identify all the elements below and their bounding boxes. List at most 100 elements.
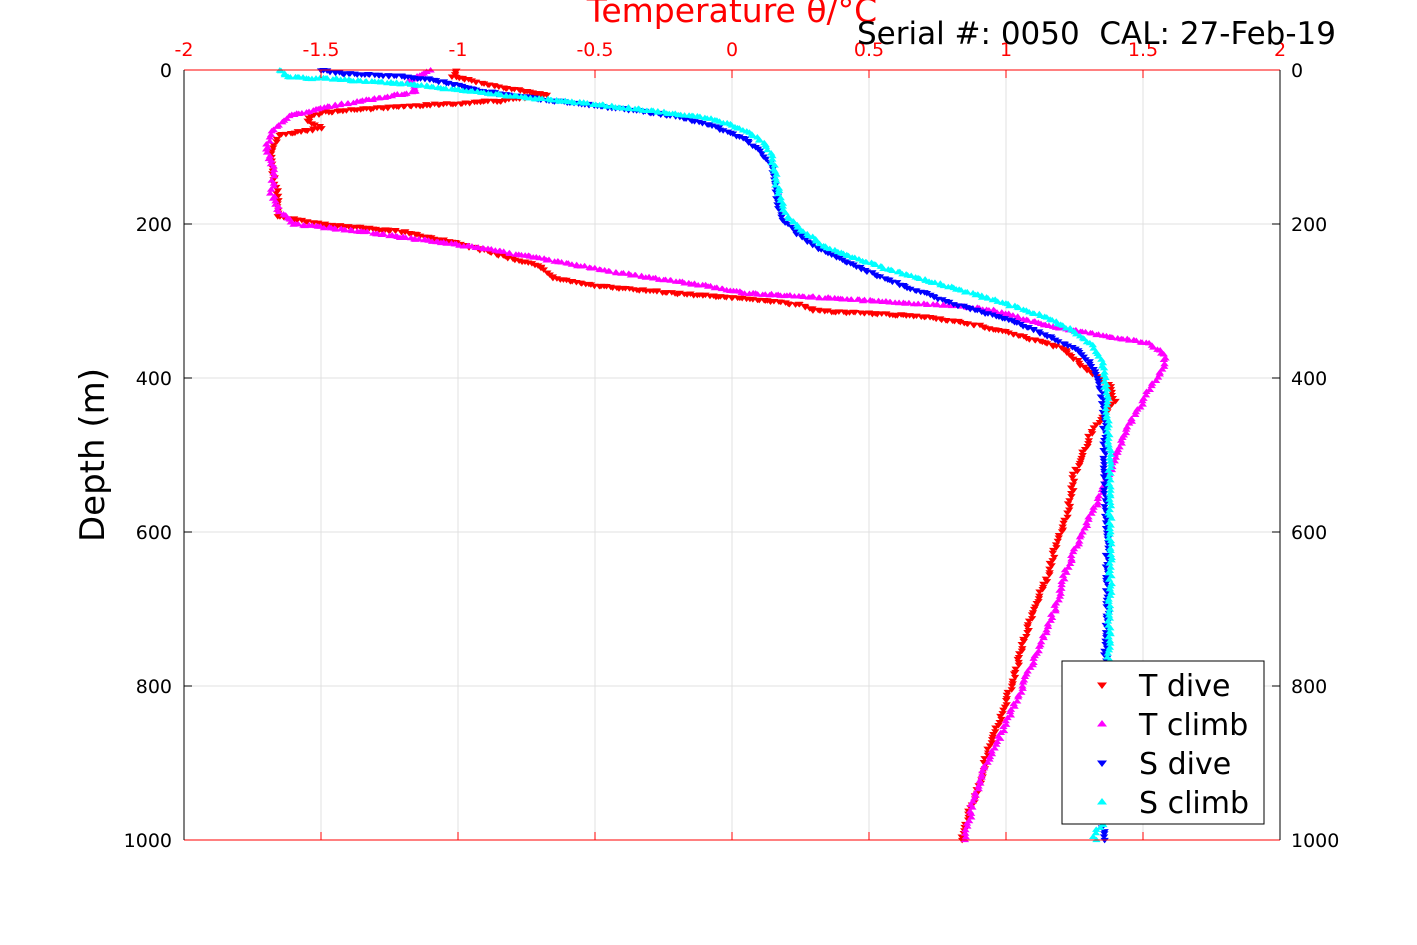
- data-point: [401, 234, 410, 240]
- data-point: [1151, 377, 1161, 383]
- data-point: [401, 229, 410, 236]
- legend-label: T climb: [1138, 708, 1248, 743]
- data-point: [1003, 689, 1012, 696]
- data-point: [1096, 824, 1105, 830]
- data-point: [957, 834, 966, 840]
- data-point: [1103, 618, 1113, 624]
- data-point: [1023, 668, 1032, 674]
- data-point: [1103, 386, 1112, 392]
- data-point: [969, 323, 979, 329]
- data-point: [961, 826, 970, 833]
- data-point: [862, 259, 871, 265]
- data-point: [1011, 666, 1020, 673]
- data-point: [1023, 629, 1032, 636]
- data-point: [875, 274, 885, 280]
- data-point: [1105, 602, 1115, 609]
- data-point: [1106, 624, 1115, 631]
- data-point: [1083, 444, 1092, 450]
- data-point: [1155, 346, 1165, 353]
- data-point: [815, 294, 824, 301]
- data-point: [1093, 501, 1102, 508]
- data-point: [811, 238, 821, 244]
- data-point: [624, 105, 634, 112]
- data-point: [434, 79, 443, 86]
- data-point: [808, 308, 818, 314]
- data-point: [1057, 581, 1066, 588]
- data-point: [1105, 637, 1115, 644]
- data-point: [781, 209, 790, 215]
- data-point: [605, 268, 614, 274]
- data-point: [850, 254, 859, 260]
- legend-item: S dive: [1097, 747, 1231, 782]
- data-point: [1104, 612, 1114, 618]
- data-point: [1082, 368, 1092, 374]
- data-point: [294, 220, 303, 227]
- data-point: [270, 172, 279, 179]
- data-point: [1089, 504, 1098, 510]
- data-point: [1050, 554, 1059, 561]
- data-point: [441, 85, 451, 92]
- data-point: [1006, 712, 1016, 718]
- data-point: [1039, 634, 1048, 641]
- data-point: [977, 771, 987, 777]
- data-point: [1087, 510, 1096, 516]
- data-point: [1015, 651, 1024, 657]
- data-point: [1081, 328, 1090, 335]
- data-point: [991, 729, 1000, 735]
- data-point: [966, 810, 976, 816]
- data-point: [1075, 363, 1085, 369]
- y-tick-label-right: 200: [1291, 214, 1327, 236]
- data-point: [930, 294, 939, 301]
- data-point: [269, 163, 278, 169]
- data-point: [773, 202, 782, 208]
- data-point: [1099, 448, 1108, 454]
- data-point: [770, 162, 779, 168]
- data-point: [1104, 633, 1113, 640]
- data-point: [1099, 474, 1109, 480]
- data-point: [825, 245, 835, 252]
- data-point: [744, 140, 753, 146]
- data-point: [1103, 424, 1112, 431]
- data-point: [978, 767, 987, 774]
- data-point: [1091, 829, 1101, 836]
- data-point: [1089, 425, 1098, 431]
- data-point: [1018, 685, 1027, 691]
- y-tick-label-left: 1000: [124, 830, 172, 852]
- data-point: [808, 293, 818, 299]
- data-point: [1052, 545, 1061, 551]
- data-point: [278, 118, 287, 125]
- y-tick-label-left: 800: [136, 676, 172, 698]
- data-point: [1029, 327, 1038, 334]
- data-point: [275, 132, 284, 139]
- data-point: [1047, 563, 1056, 569]
- data-point: [1106, 547, 1115, 554]
- data-point: [379, 230, 388, 237]
- y-tick-label-left: 400: [136, 368, 172, 390]
- data-point: [993, 298, 1002, 304]
- data-point: [1102, 575, 1111, 581]
- data-point: [767, 290, 776, 297]
- y-axis-title: Depth (m): [73, 368, 113, 542]
- data-point: [1092, 826, 1101, 832]
- data-point: [1093, 495, 1103, 501]
- data-point: [864, 310, 874, 316]
- data-point: [499, 248, 508, 254]
- data-point: [1099, 455, 1108, 462]
- data-point: [961, 833, 971, 840]
- data-point: [1082, 519, 1091, 526]
- data-point: [938, 297, 947, 303]
- data-point: [1106, 447, 1116, 454]
- data-point: [417, 82, 426, 88]
- y-tick-label-left: 0: [160, 60, 172, 82]
- data-point: [1104, 576, 1114, 582]
- data-point: [1103, 398, 1112, 405]
- data-point: [823, 250, 833, 257]
- data-point: [1099, 465, 1108, 472]
- data-point: [339, 72, 349, 78]
- data-point: [1160, 360, 1169, 367]
- data-point: [983, 295, 993, 301]
- data-point: [407, 88, 417, 95]
- data-point: [904, 299, 914, 306]
- data-point: [1022, 634, 1031, 640]
- data-point: [926, 292, 935, 299]
